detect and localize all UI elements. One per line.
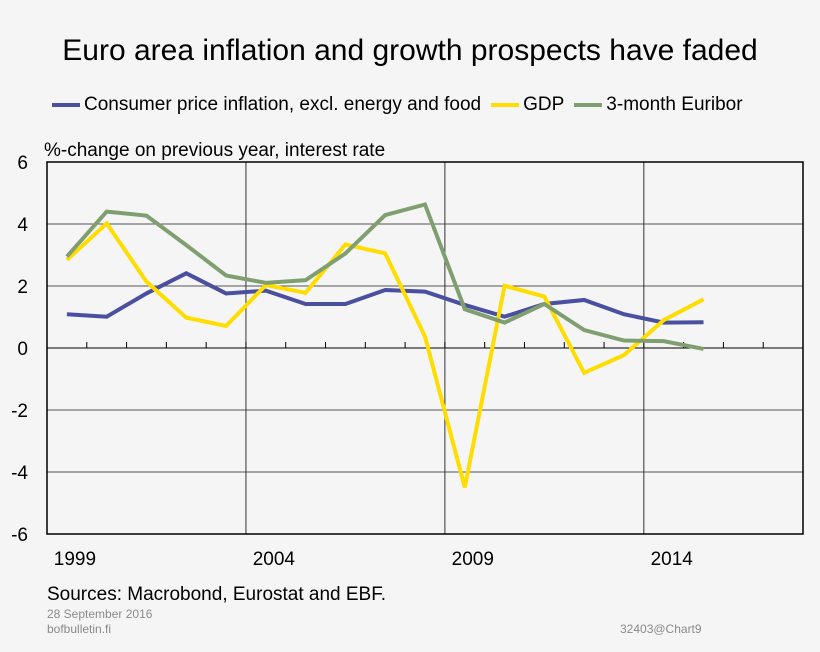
legend-label-euribor: 3-month Euribor <box>606 94 743 115</box>
x-tick-label: 2014 <box>651 549 694 570</box>
series-line-gdp <box>65 220 705 489</box>
legend-label-gdp: GDP <box>523 94 565 115</box>
y-tick-label: 2 <box>17 277 28 298</box>
y-tick-label: -2 <box>11 401 28 422</box>
publication-date: 28 September 2016 <box>47 607 153 621</box>
chart-title: Euro area inflation and growth prospects… <box>62 34 758 67</box>
y-tick-label: 4 <box>17 215 28 236</box>
x-tick-label: 2004 <box>253 549 296 570</box>
y-tick-label: -4 <box>11 463 28 484</box>
legend-item-gdp: GDP <box>491 94 564 116</box>
x-tick-label: 1999 <box>54 549 96 570</box>
y-tick-label: -6 <box>11 525 28 546</box>
legend: Consumer price inflation, excl. energy a… <box>52 94 753 116</box>
series-line-cpi <box>66 271 704 325</box>
sources-note: Sources: Macrobond, Eurostat and EBF. <box>47 584 387 605</box>
plot-border <box>46 161 804 535</box>
legend-item-cpi: Consumer price inflation, excl. energy a… <box>52 94 481 116</box>
legend-swatch-cpi <box>52 103 80 107</box>
chart-code: 32403@Chart9 <box>620 622 702 636</box>
legend-label-cpi: Consumer price inflation, excl. energy a… <box>84 94 482 115</box>
y-tick-label: 0 <box>17 339 28 360</box>
legend-swatch-euribor <box>574 103 603 107</box>
series-line-euribor <box>65 202 704 351</box>
legend-swatch-gdp <box>491 103 520 107</box>
y-tick-label: 6 <box>17 153 28 174</box>
legend-item-euribor: 3-month Euribor <box>574 94 743 116</box>
y-axis-label: %-change on previous year, interest rate <box>44 140 386 161</box>
x-tick-label: 2009 <box>452 549 494 570</box>
site-name: bofbulletin.fi <box>47 622 112 636</box>
